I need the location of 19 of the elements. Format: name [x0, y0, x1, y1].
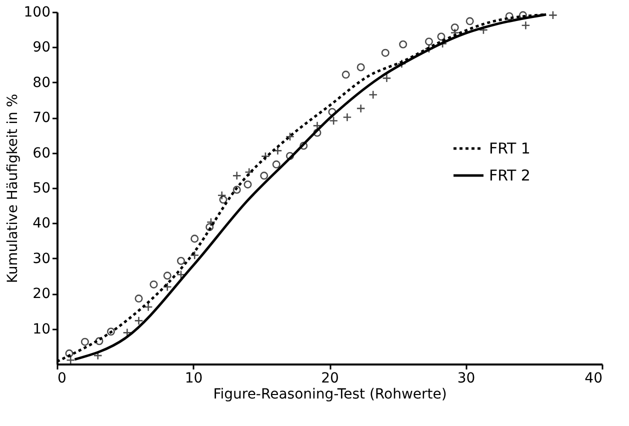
x-tick-label: 20 [321, 370, 339, 386]
y-tick-label: 100 [24, 4, 50, 20]
legend-label: FRT 2 [489, 166, 530, 184]
y-tick-label: 20 [32, 286, 50, 302]
y-tick-label: 40 [32, 216, 50, 232]
x-axis-title: Figure-Reasoning-Test (Rohwerte) [213, 386, 447, 402]
x-tick-label: 30 [457, 370, 476, 386]
legend-label: FRT 1 [489, 140, 530, 158]
x-tick-label: 40 [584, 370, 602, 386]
y-tick-label: 50 [32, 180, 50, 196]
y-tick-label: 70 [32, 110, 50, 126]
y-tick-label: 90 [32, 40, 50, 56]
x-tick-label: 10 [184, 370, 203, 386]
y-tick-label: 30 [32, 250, 50, 267]
y-axis-title: Kumulative Häufigkeit in % [4, 94, 21, 284]
y-tick-label: 80 [32, 74, 50, 91]
y-tick-label: 10 [32, 321, 50, 338]
x-tick-label: 0 [58, 370, 66, 386]
y-tick-label: 60 [32, 145, 50, 162]
